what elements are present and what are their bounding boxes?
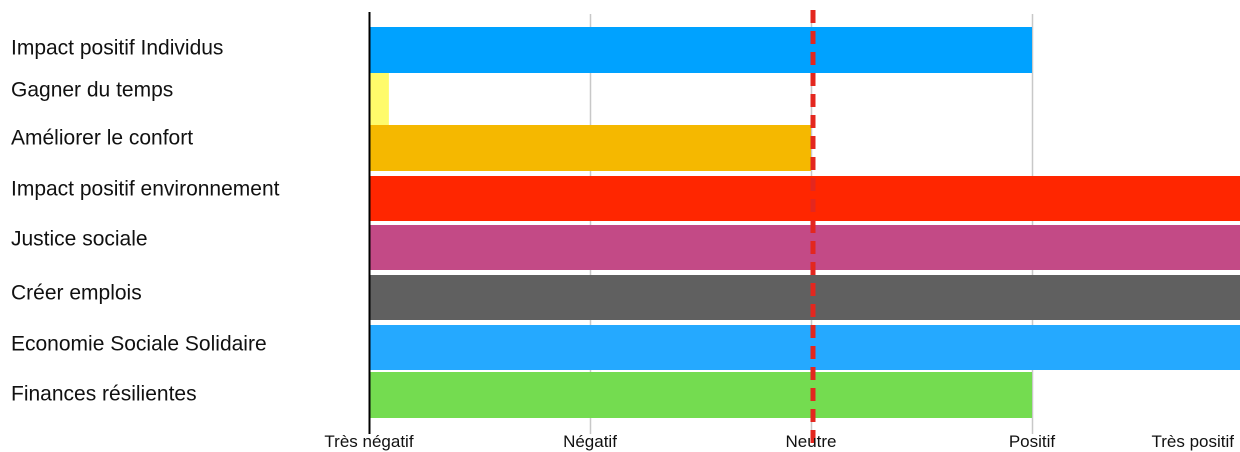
x-tick-label-negatif: Négatif <box>563 432 617 451</box>
category-label-ameliorer-le-confort: Améliorer le confort <box>11 127 193 150</box>
bars <box>369 27 1240 418</box>
bar-ameliorer-le-confort <box>369 125 811 171</box>
gridlines <box>589 14 1034 434</box>
bar-impact-positif-individus <box>369 27 1032 73</box>
category-label-finances-resilientes: Finances résilientes <box>11 383 197 406</box>
x-tick-label-neutre: Neutre <box>785 432 836 451</box>
x-tick-label-tres-positif: Très positif <box>1151 432 1234 451</box>
category-label-creer-emplois: Créer emplois <box>11 282 142 305</box>
category-labels: Impact positif Individus Gagner du temps A… <box>11 37 280 406</box>
x-tick-labels: Très négatif Négatif Neutre Positif Très pos… <box>324 432 1234 451</box>
category-label-impact-positif-individus: Impact positif Individus <box>11 37 223 60</box>
bar-finances-resilientes <box>369 372 1032 418</box>
category-label-impact-positif-environnement: Impact positif environnement <box>11 178 280 201</box>
bar-impact-positif-environnement <box>369 176 1240 221</box>
x-tick-label-tres-negatif: Très négatif <box>324 432 413 451</box>
bar-justice-sociale <box>369 225 1240 270</box>
bar-creer-emplois <box>369 275 1240 320</box>
bar-gagner-du-temps <box>369 73 389 129</box>
bar-economie-sociale-solidaire <box>369 325 1240 370</box>
category-label-justice-sociale: Justice sociale <box>11 228 148 251</box>
category-label-gagner-du-temps: Gagner du temps <box>11 79 173 102</box>
x-tick-label-positif: Positif <box>1009 432 1056 451</box>
category-label-economie-sociale-solidaire: Economie Sociale Solidaire <box>11 333 267 356</box>
